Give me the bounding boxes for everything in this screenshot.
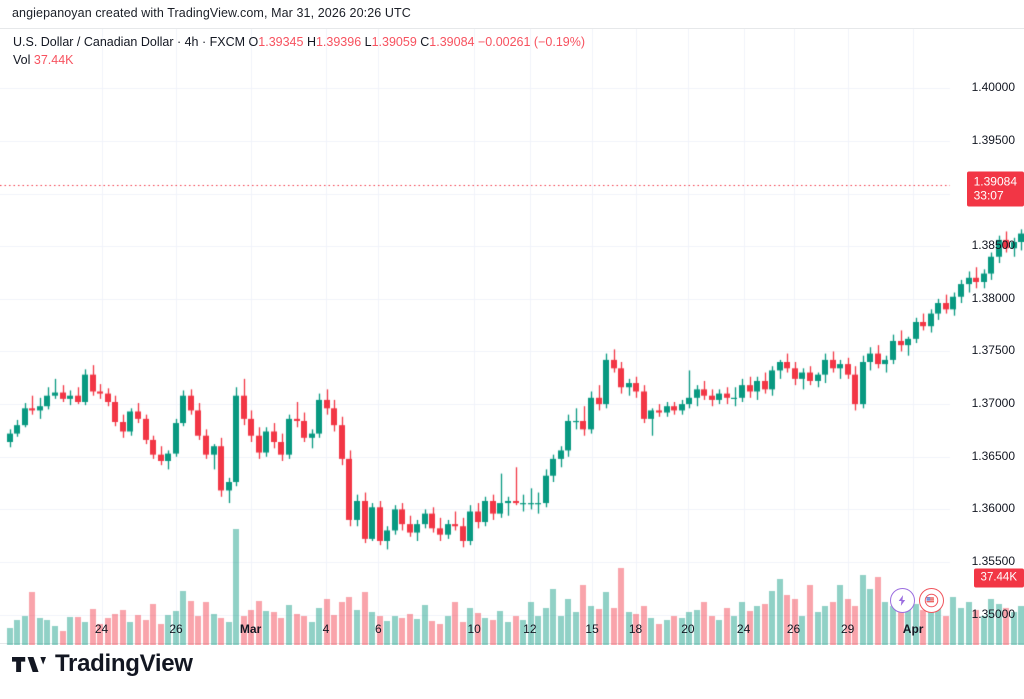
usd-flag-icon[interactable] bbox=[919, 588, 944, 613]
footer-branding: TradingView bbox=[12, 652, 193, 676]
chart-area[interactable]: U.S. Dollar / Canadian Dollar · 4h · FXC… bbox=[0, 28, 1024, 645]
tradingview-logo-icon bbox=[12, 656, 46, 672]
lightning-bolt-icon[interactable] bbox=[890, 588, 915, 613]
attribution-text: angiepanoyan created with TradingView.co… bbox=[12, 6, 411, 20]
tradingview-wordmark: TradingView bbox=[55, 650, 193, 677]
chart-corner-icons bbox=[890, 588, 944, 613]
candlestick-chart-canvas[interactable] bbox=[0, 29, 1024, 645]
